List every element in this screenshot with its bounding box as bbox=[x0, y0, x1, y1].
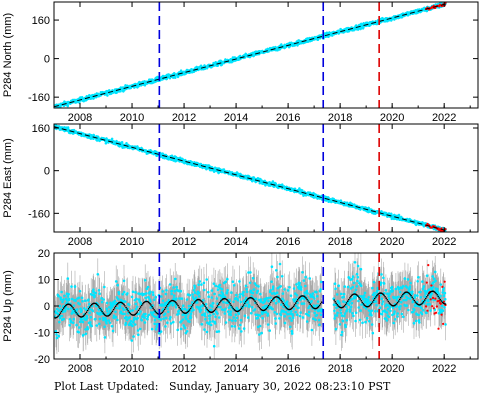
y-tick-label: -160 bbox=[28, 92, 50, 104]
x-tick-label: 2016 bbox=[276, 363, 300, 375]
y-tick-label: 160 bbox=[32, 15, 50, 27]
x-tick-label: 2022 bbox=[432, 363, 456, 375]
x-tick-label: 2020 bbox=[380, 236, 404, 248]
x-tick-label: 2020 bbox=[380, 112, 404, 124]
x-tick-label: 2008 bbox=[68, 236, 92, 248]
plot-area bbox=[54, 2, 447, 108]
trend-line bbox=[54, 3, 447, 108]
x-tick-label: 2008 bbox=[68, 112, 92, 124]
footer-label: Plot Last Updated: bbox=[54, 380, 159, 393]
x-tick-label: 2014 bbox=[224, 363, 248, 375]
y-axis-label: P284 East (mm) bbox=[2, 138, 14, 217]
x-tick-label: 2014 bbox=[224, 112, 248, 124]
y-tick-label: -160 bbox=[28, 208, 50, 220]
x-tick-label: 2016 bbox=[276, 112, 300, 124]
x-tick-label: 2018 bbox=[328, 363, 352, 375]
x-tick-label: 2010 bbox=[120, 112, 144, 124]
x-tick-label: 2016 bbox=[276, 236, 300, 248]
x-tick-label: 2022 bbox=[432, 112, 456, 124]
y-tick-label: -10 bbox=[34, 328, 50, 340]
x-tick-label: 2010 bbox=[120, 363, 144, 375]
x-tick-label: 2018 bbox=[328, 112, 352, 124]
y-tick-label: 0 bbox=[44, 166, 50, 178]
x-tick-label: 2012 bbox=[172, 363, 196, 375]
plot-area bbox=[54, 253, 447, 359]
x-tick-label: 2020 bbox=[380, 363, 404, 375]
x-tick-label: 2008 bbox=[68, 363, 92, 375]
seasonal-model bbox=[54, 290, 447, 319]
x-tick-label: 2018 bbox=[328, 236, 352, 248]
panel-frame bbox=[53, 123, 479, 233]
x-tick-label: 2012 bbox=[172, 236, 196, 248]
y-tick-label: 160 bbox=[32, 123, 50, 135]
y-axis-label: P284 Up (mm) bbox=[2, 270, 14, 342]
y-tick-label: 10 bbox=[38, 275, 50, 287]
x-tick-label: 2012 bbox=[172, 112, 196, 124]
plot-area bbox=[54, 124, 447, 232]
up-panel: 2008 2010 2012 2014 2016 2018 2020 2022 -20 -10 0 1… bbox=[2, 248, 479, 375]
north-panel: 2008 2010 2012 2014 2016 2018 2020 2022 -160 0 160… bbox=[2, 1, 479, 124]
x-tick-label: 2010 bbox=[120, 236, 144, 248]
x-tick-label: 2014 bbox=[224, 236, 248, 248]
panel-frame bbox=[53, 1, 479, 109]
east-panel: 2008 2010 2012 2014 2016 2018 2020 2022 -160 0 160… bbox=[2, 123, 479, 248]
y-tick-label: 20 bbox=[38, 248, 50, 260]
trend-line bbox=[54, 126, 447, 232]
y-tick-label: 0 bbox=[44, 301, 50, 313]
y-axis-label: P284 North (mm) bbox=[2, 13, 14, 97]
footer-timestamp: Sunday, January 30, 2022 08:23:10 PST bbox=[168, 380, 391, 393]
plot-footer: Plot Last Updated: Sunday, January 30, 2… bbox=[54, 380, 390, 393]
x-tick-label: 2022 bbox=[432, 236, 456, 248]
y-tick-label: -20 bbox=[34, 354, 50, 366]
y-tick-label: 0 bbox=[44, 54, 50, 66]
